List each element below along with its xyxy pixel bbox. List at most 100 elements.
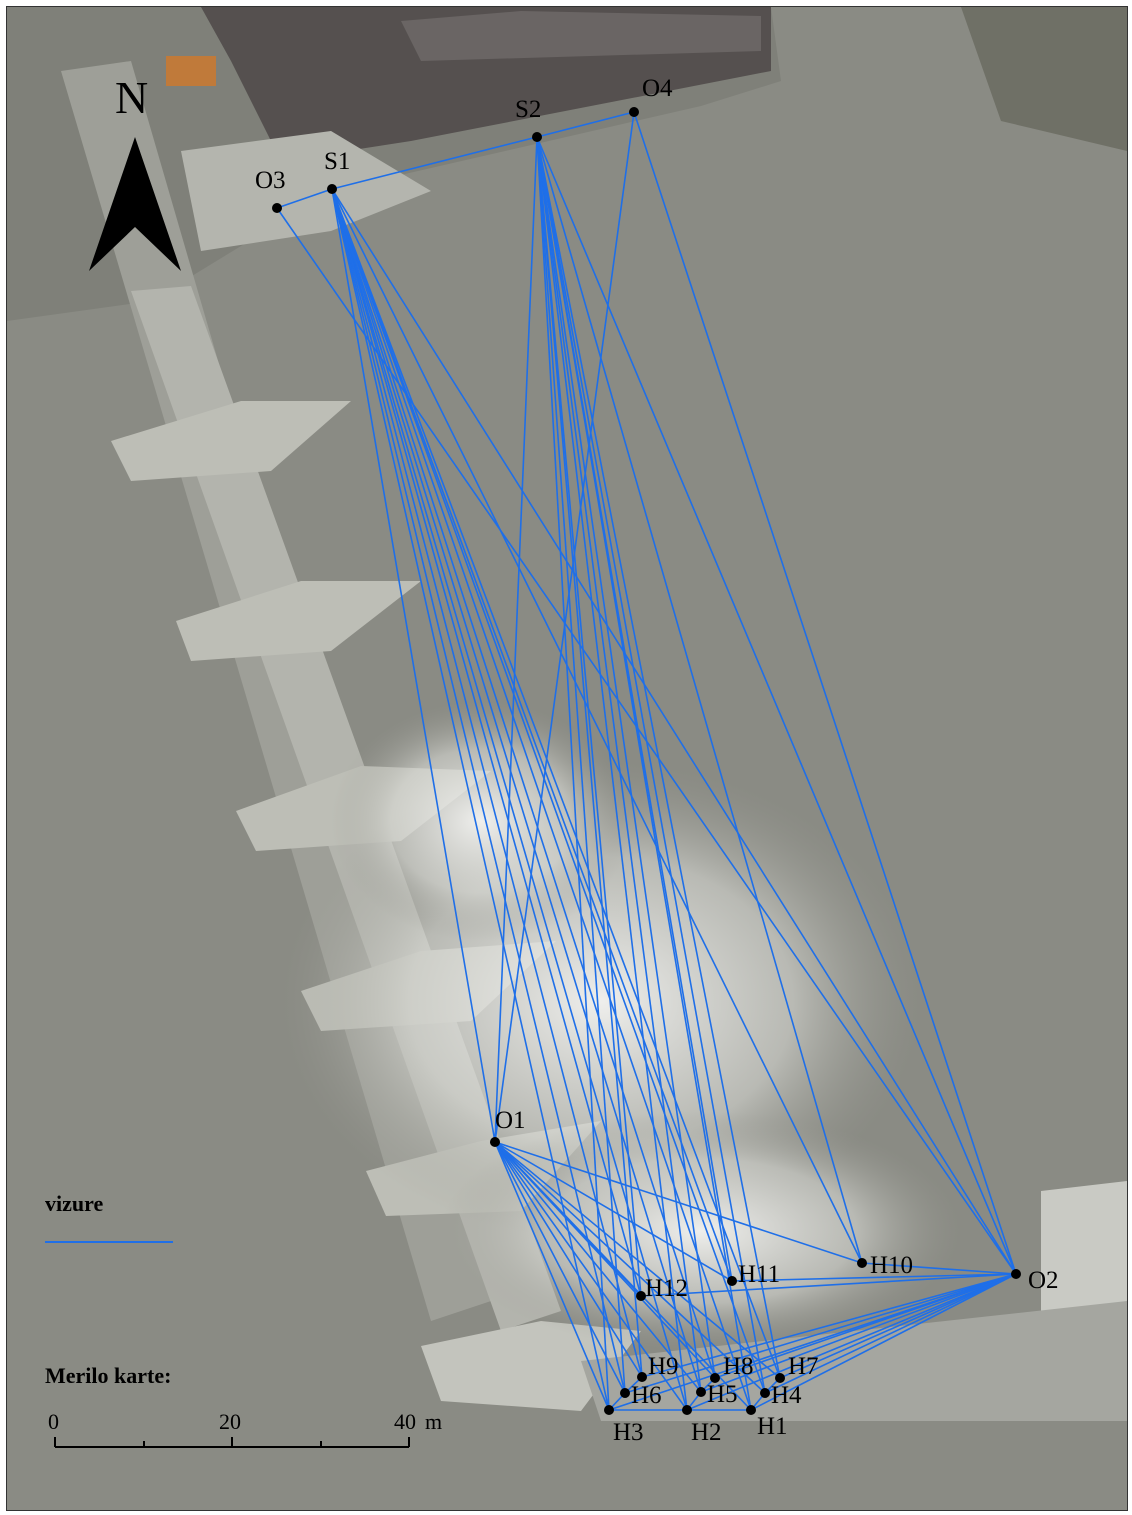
north-arrow-icon — [89, 137, 181, 271]
sightline — [494, 1141, 702, 1393]
pier — [176, 581, 421, 661]
survey-point-label: H1 — [757, 1413, 788, 1440]
sightline — [494, 136, 538, 1143]
survey-point-label: H10 — [870, 1252, 913, 1279]
sightline — [536, 136, 643, 1378]
survey-point: H12 — [636, 1275, 688, 1302]
sightline — [494, 1141, 688, 1411]
sightline — [331, 188, 643, 1378]
survey-point-label: O3 — [255, 167, 286, 194]
sightline — [536, 136, 781, 1379]
survey-point: H6 — [620, 1382, 662, 1409]
water-foam — [331, 701, 631, 941]
scale-title: Merilo karte: — [45, 1363, 171, 1388]
survey-point-marker — [272, 203, 282, 213]
sightline — [779, 1273, 1017, 1379]
aerial-imagery — [7, 7, 1127, 1510]
sightline — [731, 1273, 1017, 1282]
survey-point-marker — [710, 1373, 720, 1383]
sightline — [331, 188, 626, 1394]
survey-point: O2 — [1011, 1267, 1059, 1294]
survey-point-label: H3 — [613, 1419, 644, 1446]
sightline — [331, 188, 1017, 1275]
orange-roof — [166, 56, 216, 86]
survey-point: H2 — [682, 1405, 722, 1446]
survey-point-marker — [620, 1388, 630, 1398]
survey-point-marker — [604, 1405, 614, 1415]
survey-point-label: H9 — [648, 1353, 679, 1380]
sightline — [331, 188, 781, 1379]
survey-point-label: S2 — [515, 96, 541, 123]
sightline — [494, 1141, 626, 1394]
survey-point-label: O4 — [642, 75, 673, 102]
survey-point-label: O2 — [1028, 1267, 1059, 1294]
north-label: N — [115, 72, 148, 123]
survey-point-label: H6 — [631, 1382, 662, 1409]
survey-point: H9 — [637, 1353, 679, 1382]
sightline — [641, 1273, 1017, 1378]
survey-point-label: H11 — [738, 1261, 780, 1288]
survey-point-label: H4 — [771, 1382, 802, 1409]
sightline — [494, 1141, 766, 1394]
sightline — [640, 1273, 1017, 1297]
survey-point-label: H2 — [691, 1419, 722, 1446]
sightline — [536, 111, 635, 138]
survey-point-marker — [636, 1291, 646, 1301]
survey-point: S2 — [515, 96, 542, 142]
sightlines — [276, 111, 1017, 1411]
sightline — [764, 1273, 1017, 1394]
survey-point-label: H12 — [645, 1275, 688, 1302]
survey-point: H10 — [857, 1252, 913, 1279]
sightline — [536, 136, 766, 1394]
survey-point: H1 — [746, 1405, 788, 1440]
survey-point-marker — [682, 1405, 692, 1415]
sightline — [494, 1141, 733, 1282]
survey-point: H5 — [696, 1381, 738, 1408]
north-arrow: N — [89, 72, 181, 271]
survey-point-marker — [760, 1388, 770, 1398]
sightline — [494, 1141, 642, 1297]
sightline — [536, 136, 716, 1379]
survey-point-marker — [490, 1137, 500, 1147]
sightline — [494, 1141, 863, 1264]
sightline — [633, 111, 1017, 1275]
sightline — [536, 136, 863, 1264]
survey-point-marker — [1011, 1269, 1021, 1279]
sightline — [624, 1273, 1017, 1394]
scale-tick-label: 40 — [394, 1409, 416, 1434]
survey-points: O3 S1 S2 O4 O1 O2 H10 H11 H12 H9 H8 H7 H6 H5 H4 H3 H2 H1 — [255, 75, 1059, 1446]
pier — [421, 1321, 641, 1411]
sightline — [686, 1273, 1017, 1411]
survey-point-marker — [629, 107, 639, 117]
survey-point-label: O1 — [495, 1107, 526, 1134]
legend-title: vizure — [45, 1191, 103, 1216]
sightline — [331, 188, 642, 1297]
survey-point-marker — [746, 1405, 756, 1415]
survey-point: H4 — [760, 1382, 802, 1409]
sightline — [750, 1273, 1017, 1411]
survey-point: H8 — [710, 1353, 754, 1383]
survey-point-label: S1 — [324, 148, 350, 175]
pier — [111, 401, 351, 481]
sightline — [331, 188, 863, 1264]
south-wall — [581, 1301, 1127, 1421]
embankment — [181, 131, 431, 251]
sightline — [494, 1141, 610, 1411]
sightline — [700, 1273, 1017, 1393]
sightline — [331, 188, 733, 1282]
survey-point-marker — [327, 184, 337, 194]
survey-point: H11 — [727, 1261, 780, 1288]
survey-point-marker — [532, 132, 542, 142]
sightline — [536, 136, 642, 1297]
survey-point: S1 — [324, 148, 350, 194]
survey-point-marker — [775, 1373, 785, 1383]
survey-point-label: H7 — [788, 1353, 819, 1380]
sightline — [331, 188, 610, 1411]
sightline — [276, 188, 333, 209]
sightline — [331, 188, 766, 1394]
scale-tick-label: 0 — [48, 1409, 59, 1434]
sightline — [536, 136, 733, 1282]
survey-point-marker — [637, 1372, 647, 1382]
trees — [961, 7, 1127, 151]
